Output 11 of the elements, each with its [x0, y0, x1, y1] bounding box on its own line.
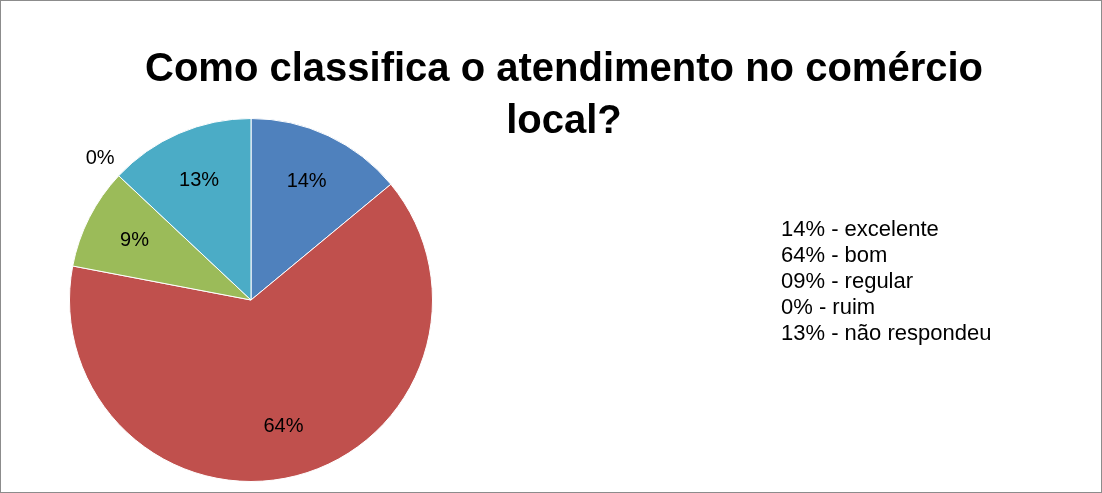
text: 0% - ruim	[781, 294, 877, 320]
text: Como classifica o atendimento no comércio local?	[144, 44, 984, 143]
text: 13% - não respondeu	[781, 320, 992, 346]
data-label: 14%	[286, 169, 327, 192]
text: 14% - excelente	[781, 216, 940, 242]
text: 09% - regular	[781, 268, 915, 294]
data-label: 13%	[179, 167, 220, 190]
text: 64% - bom	[781, 242, 889, 268]
data-label: 9%	[120, 228, 150, 251]
text: 0%	[85, 145, 115, 168]
data-label: 64%	[263, 414, 304, 437]
